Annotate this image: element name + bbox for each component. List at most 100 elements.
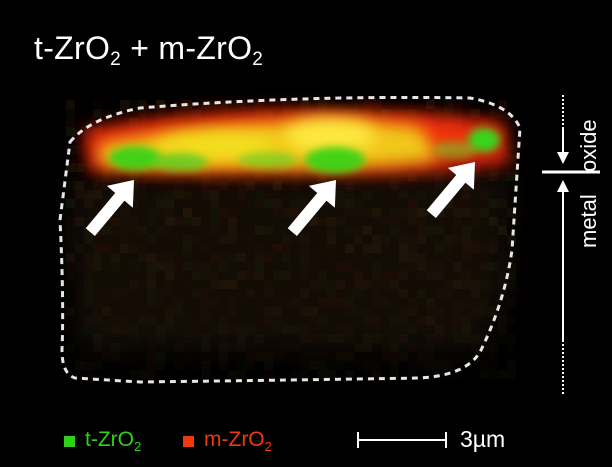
noise-pixel: [156, 289, 165, 298]
noise-pixel: [399, 289, 408, 298]
noise-pixel: [444, 253, 453, 262]
noise-pixel: [399, 208, 408, 217]
noise-pixel: [408, 235, 417, 244]
noise-pixel: [489, 235, 498, 244]
noise-pixel: [462, 208, 471, 217]
noise-pixel: [336, 361, 345, 370]
noise-pixel: [399, 226, 408, 235]
noise-pixel: [174, 271, 183, 280]
noise-pixel: [84, 262, 93, 271]
noise-pixel: [408, 199, 417, 208]
noise-pixel: [363, 370, 372, 379]
noise-pixel: [408, 325, 417, 334]
noise-pixel: [255, 352, 264, 361]
noise-pixel: [498, 271, 507, 280]
noise-pixel: [282, 271, 291, 280]
noise-pixel: [183, 343, 192, 352]
noise-pixel: [354, 361, 363, 370]
noise-pixel: [327, 280, 336, 289]
noise-pixel: [201, 298, 210, 307]
noise-pixel: [390, 208, 399, 217]
noise-pixel: [129, 190, 138, 199]
noise-pixel: [93, 298, 102, 307]
noise-pixel: [345, 298, 354, 307]
noise-pixel: [435, 271, 444, 280]
noise-pixel: [390, 316, 399, 325]
noise-pixel: [435, 217, 444, 226]
noise-pixel: [282, 298, 291, 307]
noise-pixel: [66, 109, 75, 118]
noise-pixel: [462, 316, 471, 325]
noise-pixel: [300, 307, 309, 316]
noise-pixel: [489, 172, 498, 181]
noise-pixel: [84, 343, 93, 352]
noise-pixel: [138, 109, 147, 118]
noise-pixel: [183, 280, 192, 289]
noise-pixel: [165, 199, 174, 208]
noise-pixel: [390, 352, 399, 361]
noise-pixel: [327, 289, 336, 298]
noise-pixel: [381, 352, 390, 361]
noise-pixel: [129, 298, 138, 307]
noise-pixel: [291, 235, 300, 244]
noise-pixel: [120, 199, 129, 208]
noise-pixel: [282, 100, 291, 109]
noise-pixel: [453, 217, 462, 226]
noise-pixel: [417, 343, 426, 352]
noise-pixel: [435, 334, 444, 343]
noise-pixel: [84, 253, 93, 262]
noise-pixel: [255, 100, 264, 109]
noise-pixel: [363, 253, 372, 262]
noise-pixel: [264, 253, 273, 262]
scale-bar: [357, 432, 447, 448]
noise-pixel: [165, 217, 174, 226]
noise-pixel: [444, 100, 453, 109]
noise-pixel: [219, 235, 228, 244]
noise-pixel: [291, 343, 300, 352]
noise-pixel: [210, 325, 219, 334]
noise-pixel: [174, 262, 183, 271]
noise-pixel: [183, 325, 192, 334]
noise-pixel: [327, 253, 336, 262]
noise-pixel: [282, 343, 291, 352]
noise-pixel: [489, 262, 498, 271]
noise-pixel: [246, 343, 255, 352]
noise-pixel: [291, 370, 300, 379]
noise-pixel: [453, 235, 462, 244]
noise-pixel: [120, 289, 129, 298]
noise-pixel: [390, 343, 399, 352]
noise-pixel: [93, 361, 102, 370]
noise-pixel: [210, 172, 219, 181]
noise-pixel: [345, 325, 354, 334]
noise-pixel: [237, 370, 246, 379]
noise-pixel: [291, 208, 300, 217]
noise-pixel: [471, 244, 480, 253]
noise-pixel: [219, 361, 228, 370]
noise-pixel: [381, 235, 390, 244]
noise-pixel: [84, 370, 93, 379]
noise-pixel: [435, 172, 444, 181]
noise-pixel: [300, 298, 309, 307]
noise-pixel: [498, 289, 507, 298]
noise-pixel: [336, 190, 345, 199]
noise-pixel: [93, 307, 102, 316]
noise-pixel: [201, 289, 210, 298]
legend-item-m-zro2: m-ZrO2: [183, 428, 272, 454]
noise-pixel: [246, 352, 255, 361]
noise-pixel: [210, 262, 219, 271]
noise-pixel: [66, 217, 75, 226]
noise-pixel: [480, 244, 489, 253]
noise-pixel: [471, 307, 480, 316]
noise-pixel: [75, 217, 84, 226]
noise-pixel: [507, 343, 516, 352]
noise-pixel: [381, 334, 390, 343]
noise-pixel: [219, 280, 228, 289]
metal-label: metal: [576, 194, 601, 248]
noise-pixel: [426, 100, 435, 109]
noise-pixel: [498, 325, 507, 334]
noise-pixel: [462, 325, 471, 334]
noise-pixel: [345, 190, 354, 199]
noise-pixel: [372, 217, 381, 226]
noise-pixel: [426, 172, 435, 181]
noise-pixel: [318, 361, 327, 370]
